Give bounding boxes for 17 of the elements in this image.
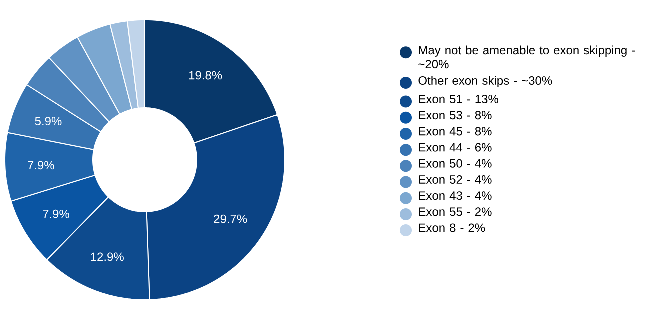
- legend-label: Exon 52 - 4%: [419, 175, 492, 184]
- legend-label: Other exon skips - ~30%: [418, 76, 552, 88]
- legend-label: Exon 53 - 8%: [419, 111, 492, 120]
- data-label: 29.7%: [214, 214, 248, 224]
- data-label: 7.9%: [28, 161, 54, 170]
- legend-label: May not be amenable to exon skipping - ~20%: [418, 46, 636, 69]
- data-label: 7.9%: [43, 210, 70, 218]
- data-label: 12.9%: [91, 252, 124, 262]
- legend-label: Exon 50 - 4%: [419, 159, 492, 168]
- legend-label: Exon 45 - 8%: [419, 127, 492, 136]
- legend-label: Exon 44 - 6%: [419, 143, 492, 152]
- data-label: 5.9%: [35, 117, 62, 126]
- legend-label: Exon 43 - 4%: [419, 192, 492, 200]
- legend-label: Exon 8 - 2%: [419, 224, 486, 232]
- data-label: 19.8%: [189, 71, 222, 80]
- legend-label: Exon 55 - 2%: [419, 208, 492, 216]
- legend-label: Exon 51 - 13%: [419, 95, 498, 104]
